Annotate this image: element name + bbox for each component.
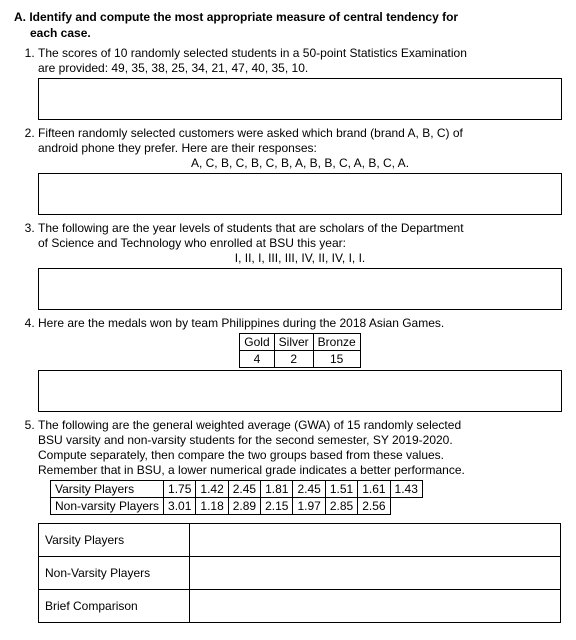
q1-answer-box[interactable] bbox=[38, 78, 562, 120]
section-title-line2: each case. bbox=[30, 26, 562, 40]
q5-text1: The following are the general weighted a… bbox=[38, 418, 562, 433]
compare-table: Varsity Players Non-Varsity Players Brie… bbox=[38, 523, 561, 623]
gwa-cell: 1.61 bbox=[358, 481, 390, 498]
medal-v-bronze: 15 bbox=[313, 351, 360, 368]
q5-text4: Remember that in BSU, a lower numerical … bbox=[38, 463, 562, 478]
question-2: Fifteen randomly selected customers were… bbox=[38, 126, 562, 215]
medal-h-gold: Gold bbox=[240, 334, 274, 351]
cmp-label-brief: Brief Comparison bbox=[39, 590, 190, 623]
question-5: The following are the general weighted a… bbox=[38, 418, 562, 623]
gwa-cell: 1.18 bbox=[196, 498, 228, 515]
question-list: The scores of 10 randomly selected stude… bbox=[14, 46, 562, 623]
gwa-cell: 1.75 bbox=[164, 481, 196, 498]
section-letter: A. bbox=[14, 10, 26, 24]
gwa-row1-label: Varsity Players bbox=[51, 481, 164, 498]
q2-text2: android phone they prefer. Here are thei… bbox=[38, 141, 562, 156]
cmp-blank-varsity[interactable] bbox=[190, 524, 561, 557]
q5-text3: Compute separately, then compare the two… bbox=[38, 448, 562, 463]
cmp-blank-brief[interactable] bbox=[190, 590, 561, 623]
gwa-cell: 2.15 bbox=[261, 498, 293, 515]
medal-table: Gold Silver Bronze 4 2 15 bbox=[239, 333, 360, 368]
gwa-cell: 1.43 bbox=[390, 481, 422, 498]
q1-text2: are provided: 49, 35, 38, 25, 34, 21, 47… bbox=[38, 61, 562, 76]
gwa-cell: 2.45 bbox=[293, 481, 325, 498]
q4-answer-box[interactable] bbox=[38, 370, 562, 412]
q2-text1: Fifteen randomly selected customers were… bbox=[38, 126, 562, 141]
gwa-cell: 2.89 bbox=[228, 498, 260, 515]
gwa-cell: 2.85 bbox=[325, 498, 357, 515]
medal-h-bronze: Bronze bbox=[313, 334, 360, 351]
question-3: The following are the year levels of stu… bbox=[38, 221, 562, 310]
cmp-blank-nonvarsity[interactable] bbox=[190, 557, 561, 590]
q4-text1: Here are the medals won by team Philippi… bbox=[38, 316, 562, 331]
gwa-cell: 2.56 bbox=[358, 498, 390, 515]
cmp-label-varsity: Varsity Players bbox=[39, 524, 190, 557]
q1-text1: The scores of 10 randomly selected stude… bbox=[38, 46, 562, 61]
gwa-cell: 3.01 bbox=[164, 498, 196, 515]
gwa-cell: 1.97 bbox=[293, 498, 325, 515]
medal-h-silver: Silver bbox=[274, 334, 313, 351]
question-4: Here are the medals won by team Philippi… bbox=[38, 316, 562, 412]
q2-answer-box[interactable] bbox=[38, 173, 562, 215]
gwa-cell: 2.45 bbox=[228, 481, 260, 498]
section-title-line1: Identify and compute the most appropriat… bbox=[29, 10, 458, 24]
gwa-cell: 1.51 bbox=[325, 481, 357, 498]
q5-text2: BSU varsity and non-varsity students for… bbox=[38, 433, 562, 448]
medal-v-gold: 4 bbox=[240, 351, 274, 368]
gwa-cell: 1.81 bbox=[261, 481, 293, 498]
q3-answer-box[interactable] bbox=[38, 268, 562, 310]
section-heading: A. Identify and compute the most appropr… bbox=[14, 10, 562, 24]
q3-data: I, II, I, III, III, IV, II, IV, I, I. bbox=[38, 251, 562, 266]
q2-data: A, C, B, C, B, C, B, A, B, B, C, A, B, C… bbox=[38, 156, 562, 171]
cmp-label-nonvarsity: Non-Varsity Players bbox=[39, 557, 190, 590]
medal-v-silver: 2 bbox=[274, 351, 313, 368]
gwa-table: Varsity Players 1.75 1.42 2.45 1.81 2.45… bbox=[50, 480, 423, 515]
question-1: The scores of 10 randomly selected stude… bbox=[38, 46, 562, 120]
q3-text1: The following are the year levels of stu… bbox=[38, 221, 562, 236]
gwa-row2-label: Non-varsity Players bbox=[51, 498, 164, 515]
gwa-cell: 1.42 bbox=[196, 481, 228, 498]
q3-text2: of Science and Technology who enrolled a… bbox=[38, 236, 562, 251]
